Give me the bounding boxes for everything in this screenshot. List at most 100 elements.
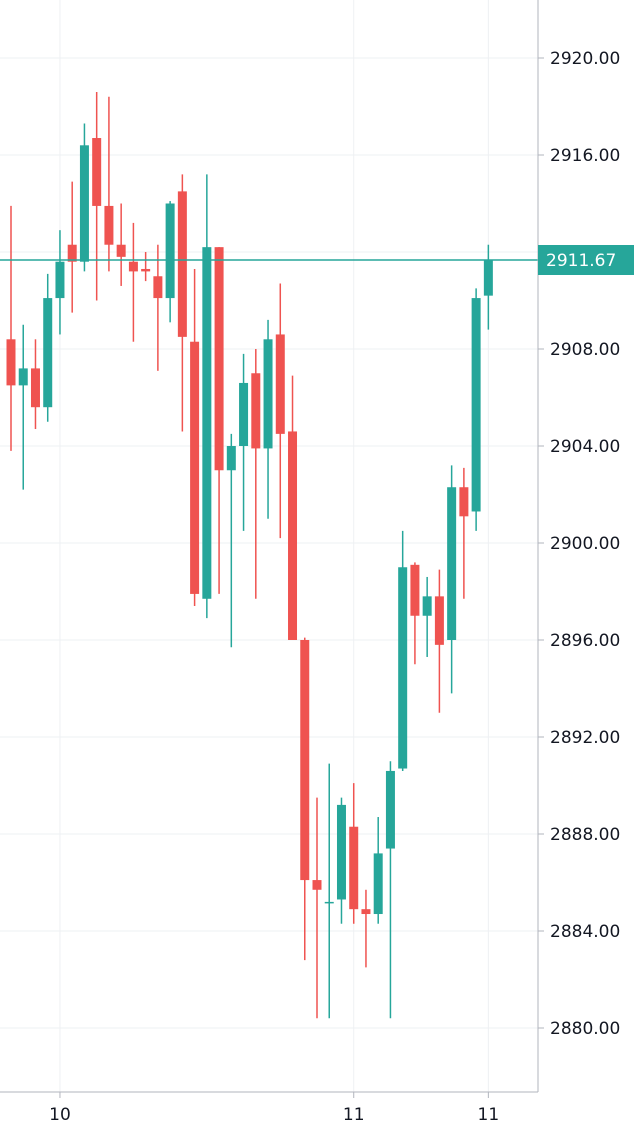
candle xyxy=(447,465,457,694)
y-tick-label: 2904.00 xyxy=(550,437,620,457)
candle xyxy=(177,174,187,432)
candle xyxy=(202,174,212,619)
candle-body xyxy=(92,138,102,206)
candle-body xyxy=(385,770,395,849)
candle-body xyxy=(6,339,16,386)
candle-body xyxy=(410,564,420,616)
candle xyxy=(128,222,138,342)
candle-body xyxy=(263,339,273,449)
last-price-badge xyxy=(538,245,634,276)
candle-body xyxy=(43,298,53,408)
last-price-label: 2911.67 xyxy=(546,251,616,271)
candle-body xyxy=(324,901,334,904)
candle xyxy=(459,467,469,599)
candle xyxy=(165,201,175,323)
candle-body xyxy=(349,826,359,910)
candle-body xyxy=(434,596,444,645)
y-tick-label: 2908.00 xyxy=(550,340,620,360)
candlestick-series xyxy=(6,91,493,1019)
candle-body xyxy=(104,205,114,245)
candle-body xyxy=(153,276,163,299)
candle xyxy=(18,324,28,490)
candle-body xyxy=(239,382,249,446)
candle xyxy=(30,339,40,430)
y-tick-label: 2880.00 xyxy=(550,1019,620,1039)
candle-body xyxy=(336,804,346,900)
candle-body xyxy=(312,880,322,890)
candle xyxy=(312,797,322,1019)
y-tick-label: 2916.00 xyxy=(550,146,620,166)
candle xyxy=(385,761,395,1019)
candle-body xyxy=(67,244,77,262)
candle-body xyxy=(190,341,200,594)
candle xyxy=(6,205,16,451)
candle xyxy=(471,288,481,531)
x-tick-label: 10 xyxy=(49,1105,71,1125)
candle xyxy=(153,244,163,371)
candle xyxy=(483,244,493,330)
candle xyxy=(324,763,334,1019)
candle xyxy=(398,530,408,771)
candle xyxy=(349,783,359,924)
candle xyxy=(288,375,298,640)
candle-body xyxy=(459,487,469,517)
candle-body xyxy=(471,298,481,512)
candle-body xyxy=(55,261,65,299)
candle-body xyxy=(398,567,408,769)
candle-body xyxy=(165,203,175,299)
candle xyxy=(410,562,420,665)
y-tick-label: 2884.00 xyxy=(550,922,620,942)
candle xyxy=(422,576,432,657)
candle-body xyxy=(18,368,28,386)
candle xyxy=(226,433,236,648)
candle-body xyxy=(361,909,371,915)
y-tick-label: 2920.00 xyxy=(550,49,620,69)
candle xyxy=(116,203,126,286)
y-tick-label: 2888.00 xyxy=(550,825,620,845)
candle xyxy=(104,96,114,272)
candle-body xyxy=(422,596,432,616)
candle xyxy=(92,91,102,301)
candle-body xyxy=(177,191,187,337)
candle xyxy=(239,353,249,531)
candle-body xyxy=(447,487,457,640)
candle-body xyxy=(275,334,285,434)
candle-body xyxy=(30,368,40,408)
candle xyxy=(141,252,151,282)
candle-body xyxy=(214,247,224,471)
candle xyxy=(43,273,53,422)
candle xyxy=(67,181,77,313)
candle-body xyxy=(288,431,298,640)
candle xyxy=(275,283,285,539)
candle-body xyxy=(141,268,151,272)
candle xyxy=(263,319,273,519)
candle xyxy=(373,817,383,924)
candle xyxy=(361,889,371,968)
candle xyxy=(336,797,346,924)
candle xyxy=(190,268,200,607)
x-tick-label: 11 xyxy=(343,1105,365,1125)
candle xyxy=(55,230,65,335)
candle xyxy=(251,349,261,599)
candle-body xyxy=(300,640,310,881)
candle-body xyxy=(251,373,261,449)
candle-body xyxy=(226,446,236,471)
gridlines xyxy=(0,0,538,1092)
candle-body xyxy=(116,244,126,257)
candle xyxy=(434,569,444,713)
candle xyxy=(214,247,224,594)
candle-body xyxy=(128,261,138,272)
y-tick-label: 2896.00 xyxy=(550,631,620,651)
candle-body xyxy=(202,247,212,599)
y-tick-label: 2900.00 xyxy=(550,534,620,554)
candle xyxy=(300,637,310,961)
x-tick-label: 11 xyxy=(478,1105,500,1125)
candle-body xyxy=(79,145,89,262)
candle-body xyxy=(373,853,383,915)
candle xyxy=(79,123,89,272)
y-tick-label: 2892.00 xyxy=(550,728,620,748)
candle-body xyxy=(483,260,493,296)
